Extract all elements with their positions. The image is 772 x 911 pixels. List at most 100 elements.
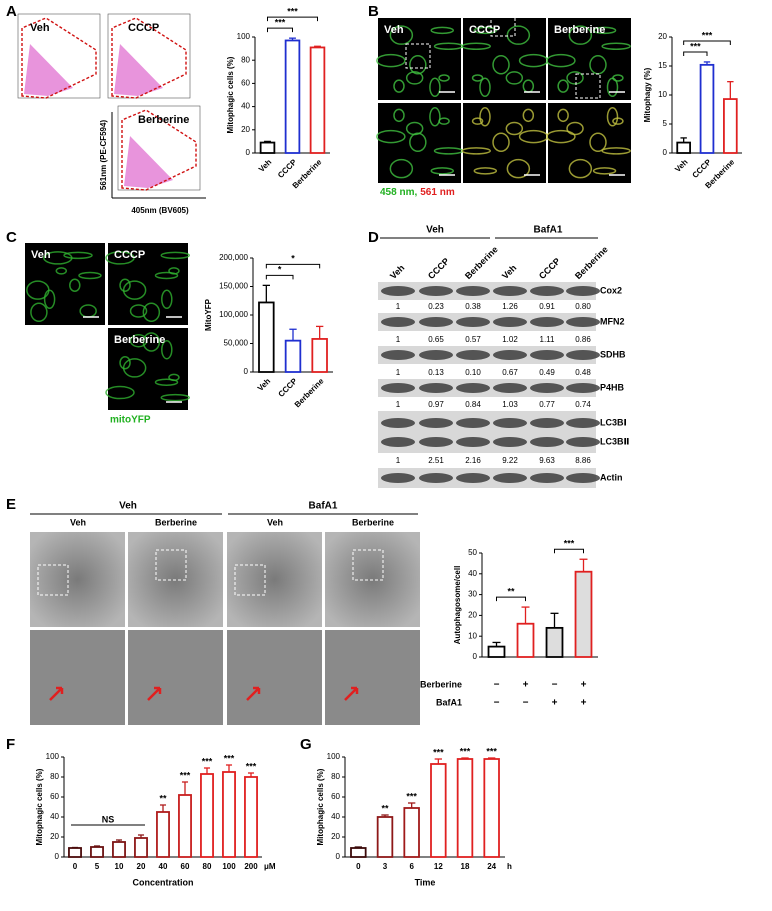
blot-band [419,418,453,428]
signal [492,55,510,75]
x-tick-label: 60 [181,862,190,871]
comparison-label: *** [690,41,701,51]
signal [393,108,405,123]
condition-sign: − [494,680,500,691]
signal [568,158,593,179]
blot-row-label: SDHB [600,349,626,359]
blot-quant: 2.51 [428,456,444,465]
blot-band [456,473,490,483]
blot-band [530,286,564,296]
panel-letter: A [6,3,17,20]
signal [430,26,454,35]
signal [557,79,569,93]
comparison-bracket [496,596,526,602]
bar [284,339,302,373]
bar [134,837,148,858]
y-axis-label: Mitophagic cells (%) [226,56,235,133]
comparison-label: *** [564,539,575,549]
y-tick-label: 0 [473,652,478,661]
zoom-box [352,549,384,581]
comparison-bracket [265,274,294,280]
blot-band [566,437,600,447]
y-tick-label: 0 [663,148,668,157]
blot-band [381,286,415,296]
x-tick-label: 20 [137,862,146,871]
blot-quant: 1 [396,368,401,377]
significance: *** [202,756,213,766]
zoom-box [37,564,69,596]
em-column-label: Veh [70,517,86,527]
x-tick-label: 0 [73,862,78,871]
blot-band [456,418,490,428]
blot-band [530,350,564,360]
signal [461,42,491,50]
lane-label: Berberine [573,244,610,281]
zoom-box [155,549,187,581]
blot-quant: 1.26 [502,302,518,311]
em-zoom [30,630,125,725]
condition-sign: − [552,680,558,691]
y-tick-label: 10 [658,90,667,99]
blot-band [530,418,564,428]
bar [259,141,276,154]
x-tick-label: 200 [244,862,258,871]
channel-name: 561 nm [420,187,455,198]
zoom-box [490,11,516,37]
signal [393,79,405,93]
blot-band [419,317,453,327]
x-tick-label: 80 [203,862,212,871]
significance: *** [246,761,257,771]
blot-band [456,350,490,360]
signal [142,332,161,352]
signal [129,333,148,348]
y-tick-label: 50,000 [224,339,249,348]
comparison-label: *** [287,7,298,17]
blot-band [566,286,600,296]
blot-band [530,383,564,393]
y-tick-label: 0 [336,852,341,861]
blot-quant: 0.10 [465,368,481,377]
blot-band [493,286,527,296]
arrow [49,686,64,701]
signal [557,108,569,123]
signal [376,53,406,68]
blot-band [456,286,490,296]
comparison-label: NS [102,814,115,824]
yfp-stain-label: mitoYFP [110,415,151,426]
lane-label: CCCP [426,256,451,281]
blot-band [493,383,527,393]
blot-band [493,418,527,428]
comparison-bracket [267,16,318,22]
signal [568,25,593,45]
comparison-bracket [683,51,708,56]
x-axis-label: Time [415,877,436,887]
comparison-label: * [278,265,282,275]
signal [438,74,450,82]
blot-band [530,317,564,327]
x-tick-label: CCCP [277,376,300,399]
blot-row-label: Actin [600,472,623,482]
signal [161,339,173,360]
blot-band [456,317,490,327]
blot-quant: 0.57 [465,335,481,344]
signal [122,280,147,300]
signal [492,132,510,153]
signal [129,304,148,318]
blot-quant: 0.80 [575,302,591,311]
condition-sign: + [581,698,587,709]
significance: *** [486,746,497,756]
arrow [147,686,162,701]
comparison-label: ** [507,586,515,596]
blot-quant: 9.63 [539,456,555,465]
significance: *** [180,770,191,780]
flow-sample-label: Veh [30,22,50,34]
blot-band [381,437,415,447]
blot-band [530,473,564,483]
blot-row-label: LC3BⅡ [600,436,630,446]
blot-quant: 0.77 [539,400,555,409]
bar [222,771,236,858]
bar [723,98,738,154]
blot-quant: 1 [396,302,401,311]
signal [154,271,179,280]
